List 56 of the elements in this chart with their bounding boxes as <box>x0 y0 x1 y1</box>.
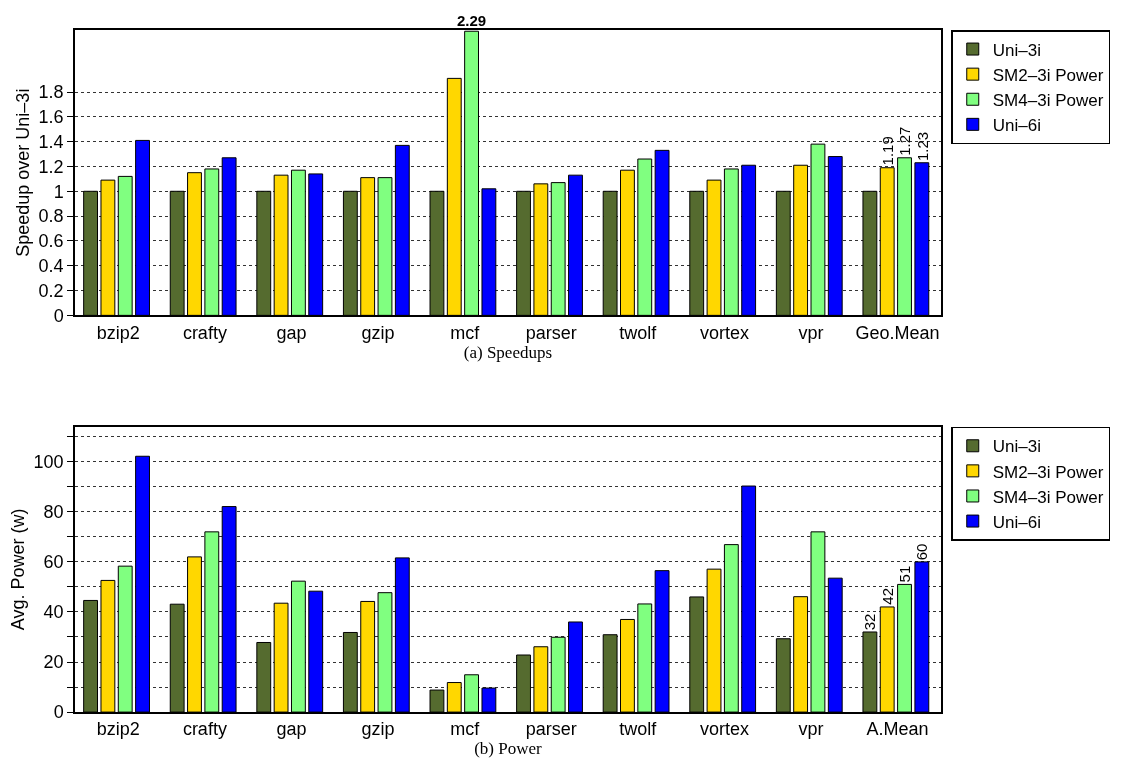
y-tick-label: 80 <box>43 502 64 523</box>
y-tick-label: 1.4 <box>38 131 64 152</box>
y-tick-label: 0 <box>53 305 64 326</box>
x-tick-label: gap <box>276 719 307 740</box>
x-tick-label: parser <box>525 719 577 740</box>
x-tick-label: twolf <box>619 719 658 740</box>
legend-label: Uni–6i <box>992 115 1041 135</box>
y-tick-label: 0.8 <box>38 206 64 227</box>
x-tick-label: vpr <box>798 719 824 740</box>
data-label: 1.27 <box>896 126 914 156</box>
legend-label: SM4–3i Power <box>992 90 1104 110</box>
legend-label: Uni–3i <box>992 40 1041 60</box>
x-tick-label: mcf <box>450 719 481 740</box>
x-tick-label: bzip2 <box>96 719 140 740</box>
y-tick-label: 0 <box>53 702 64 723</box>
y-tick-label: 1 <box>53 181 64 202</box>
data-label: 60 <box>913 543 931 561</box>
x-tick-label: gap <box>276 322 307 343</box>
data-label: 1.19 <box>878 136 896 166</box>
x-tick-label: Geo.Mean <box>855 322 940 343</box>
data-label: 1.23 <box>913 131 931 162</box>
data-label: 32 <box>861 613 879 631</box>
legend-label: SM4–3i Power <box>992 487 1104 507</box>
x-tick-label: bzip2 <box>96 322 140 343</box>
x-tick-label: vpr <box>798 322 824 343</box>
x-tick-label: parser <box>525 322 577 343</box>
y-tick-label: 40 <box>43 602 64 623</box>
x-tick-label: gzip <box>361 719 395 740</box>
data-label: 2.29 <box>457 12 487 29</box>
legend-label: Uni–6i <box>992 512 1041 532</box>
data-label: 42 <box>878 587 896 605</box>
x-tick-label: gzip <box>361 322 395 343</box>
y-tick-label: 100 <box>33 452 64 473</box>
y-tick-label: 60 <box>43 552 64 573</box>
y-tick-label: 0.2 <box>38 280 64 301</box>
legend-label: SM2–3i Power <box>992 65 1104 85</box>
y-axis-title: Avg. Power (w) <box>8 508 29 631</box>
x-tick-label: vortex <box>699 719 749 740</box>
x-tick-label: crafty <box>182 719 227 740</box>
x-tick-label: twolf <box>619 322 658 343</box>
y-tick-label: 1.6 <box>38 107 64 128</box>
x-axis-title: (a) Speedups <box>463 342 553 362</box>
y-tick-label: 1.2 <box>38 156 64 177</box>
y-tick-label: 0.6 <box>38 231 64 252</box>
legend-label: SM2–3i Power <box>992 462 1104 482</box>
x-axis-title: (b) Power <box>474 739 543 759</box>
y-tick-label: 20 <box>43 652 64 673</box>
y-tick-label: 0.4 <box>38 256 64 277</box>
data-label: 51 <box>895 565 913 583</box>
x-tick-label: A.Mean <box>866 719 929 740</box>
x-tick-label: crafty <box>182 322 227 343</box>
x-tick-label: mcf <box>450 322 481 343</box>
y-tick-label: 1.8 <box>38 82 64 103</box>
y-axis-title: Speedup over Uni–3i <box>13 88 34 257</box>
x-tick-label: vortex <box>699 322 749 343</box>
legend-label: Uni–3i <box>992 437 1041 457</box>
